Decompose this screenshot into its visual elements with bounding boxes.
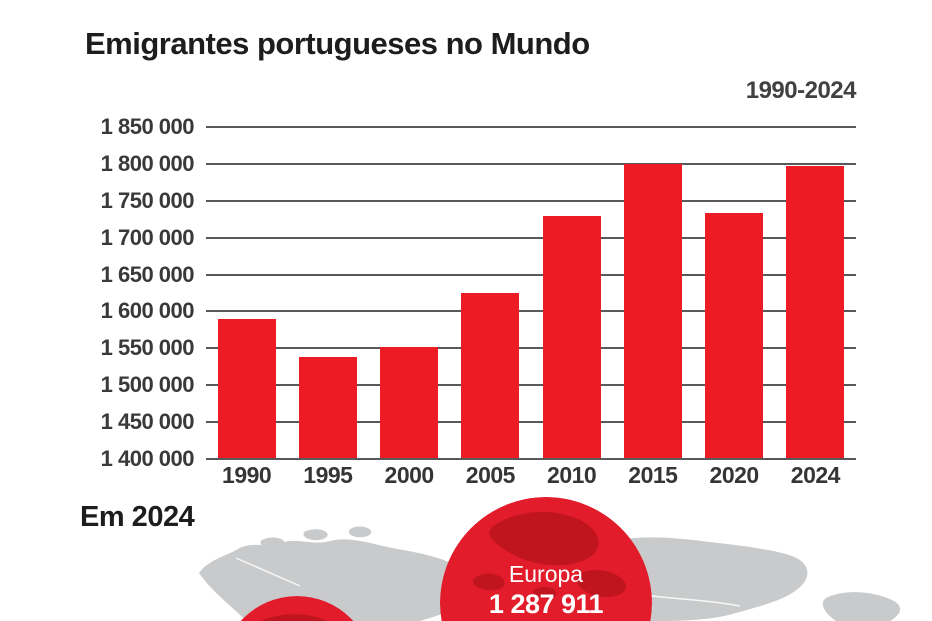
y-tick-label: 1 700 000 <box>100 224 195 250</box>
bubble-europa-value: 1 287 911 <box>488 589 604 619</box>
gridline-1600000 <box>206 310 856 313</box>
bubble-left-partial <box>221 596 373 621</box>
y-axis-labels: 1 850 000 1 800 000 1 750 000 1 700 000 1 65… <box>60 114 195 471</box>
y-tick-label: 1 600 000 <box>100 298 195 324</box>
bar-1995 <box>298 357 357 459</box>
map-north-america <box>199 539 471 621</box>
y-tick-label: 1 550 000 <box>100 335 195 361</box>
bubble-europa: Europa 1 287 911 <box>440 497 652 621</box>
x-tick-label-2005: 2005 <box>465 462 516 488</box>
chart-period: 1990-2024 <box>745 77 857 104</box>
y-tick-label: 1 750 000 <box>100 187 195 213</box>
x-tick-label-2020: 2020 <box>709 462 760 488</box>
plot-area <box>206 126 856 460</box>
map-border-line <box>235 557 301 587</box>
gridline-1800000 <box>206 162 856 165</box>
y-tick-label: 1 800 000 <box>100 150 195 176</box>
x-tick-label-2000: 2000 <box>384 462 435 488</box>
gridline-1700000 <box>206 236 856 239</box>
gridline-1400000 <box>206 458 856 460</box>
bar-2024 <box>786 166 845 459</box>
bar-2005 <box>461 293 520 459</box>
bubble-europa-label: Europa <box>508 561 584 587</box>
gridline-1500000 <box>206 384 856 387</box>
y-tick-label: 1 650 000 <box>100 261 195 287</box>
bar-1990 <box>217 318 276 459</box>
y-tick-label: 1 500 000 <box>100 372 195 398</box>
bar-2010 <box>542 215 601 459</box>
bar-2015 <box>623 163 682 459</box>
map-east-asia <box>822 592 901 621</box>
gridline-1450000 <box>206 421 856 424</box>
bar-2020 <box>705 213 764 459</box>
x-tick-label-1995: 1995 <box>303 462 353 488</box>
x-axis-labels: 1990 1995 2000 2005 2010 2015 2020 2024 <box>206 462 856 489</box>
gridline-1850000 <box>206 126 856 128</box>
gridline-1750000 <box>206 199 856 202</box>
bar-2000 <box>380 346 439 459</box>
x-tick-label-2010: 2010 <box>547 462 597 488</box>
gridline-1550000 <box>206 347 856 350</box>
y-tick-label: 1 400 000 <box>100 446 195 471</box>
x-tick-label-2015: 2015 <box>628 462 678 488</box>
map-section-heading: Em 2024 <box>80 501 195 533</box>
y-tick-label: 1 450 000 <box>100 409 195 435</box>
gridline-1650000 <box>206 273 856 276</box>
chart-title: Emigrantes portugueses no Mundo <box>85 26 590 61</box>
map-arctic-islands <box>348 526 372 538</box>
y-tick-label: 1 850 000 <box>100 114 195 139</box>
x-tick-label-1990: 1990 <box>222 462 272 488</box>
x-tick-label-2024: 2024 <box>790 462 841 488</box>
map-arctic-islands <box>260 537 285 549</box>
map-arctic-islands <box>303 529 328 541</box>
